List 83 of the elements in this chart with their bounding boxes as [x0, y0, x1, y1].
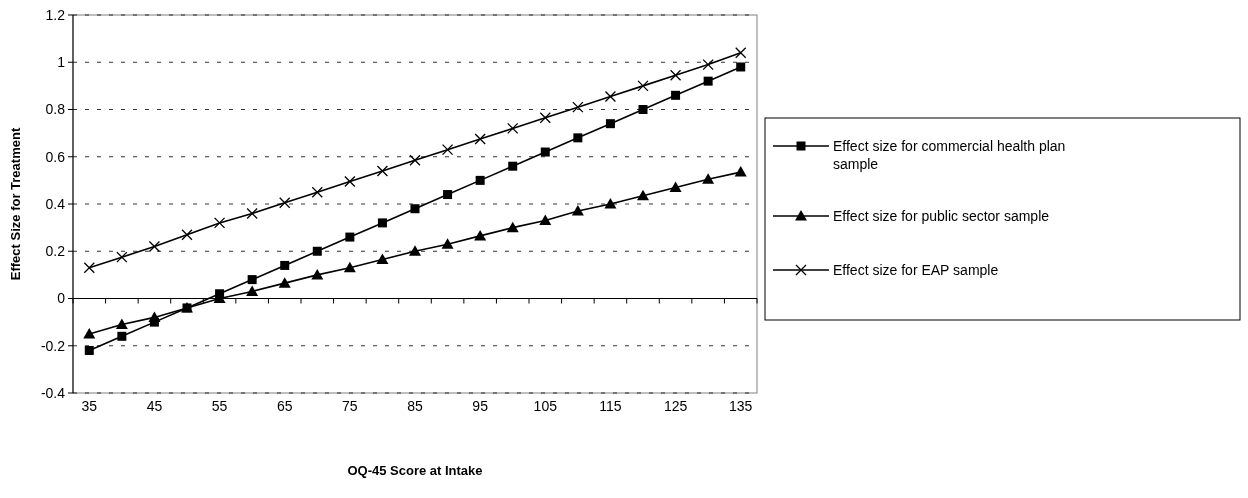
point — [604, 90, 617, 103]
point — [311, 268, 324, 280]
point — [246, 285, 259, 296]
point — [181, 229, 193, 241]
point — [376, 253, 389, 265]
x-tick-label: 105 — [533, 398, 558, 414]
point — [702, 173, 715, 184]
point — [115, 318, 128, 329]
point — [83, 262, 95, 274]
point — [475, 175, 485, 185]
point — [441, 144, 454, 156]
point — [83, 327, 96, 339]
point — [508, 161, 518, 171]
point — [506, 221, 519, 233]
point — [148, 311, 161, 322]
point — [669, 181, 682, 192]
point — [247, 275, 257, 285]
y-tick-label: -0.2 — [40, 337, 66, 354]
x-tick-label: 35 — [81, 398, 98, 414]
y-tick-label: 1 — [57, 54, 66, 71]
point — [213, 217, 226, 229]
y-tick-label: 0.2 — [45, 243, 66, 260]
point — [443, 190, 453, 200]
point — [735, 47, 747, 59]
point — [278, 277, 291, 288]
x-axis-title: OQ-45 Score at Intake — [347, 463, 483, 478]
y-tick-label: 1.2 — [45, 6, 66, 23]
point — [441, 238, 454, 249]
point — [539, 112, 551, 124]
point — [409, 245, 421, 256]
y-tick-label: 0 — [57, 290, 66, 307]
x-tick-label: 125 — [663, 398, 688, 414]
point — [540, 147, 550, 157]
point — [312, 246, 322, 256]
point — [376, 165, 389, 177]
point — [669, 69, 682, 81]
x-tick-label: 95 — [472, 398, 489, 414]
point — [410, 204, 420, 214]
point — [311, 186, 323, 198]
point — [573, 133, 583, 143]
x-tick-label: 135 — [729, 398, 753, 414]
point — [279, 197, 291, 209]
point — [246, 207, 258, 220]
x-tick-label: 75 — [342, 398, 358, 414]
x-tick-label: 85 — [407, 398, 423, 414]
point — [671, 90, 681, 100]
y-tick-label: 0.6 — [45, 148, 66, 165]
point — [539, 214, 552, 226]
point — [702, 58, 714, 71]
point — [604, 198, 617, 209]
point — [637, 80, 649, 92]
point — [703, 76, 713, 86]
x-tick-label: 55 — [211, 398, 228, 414]
x-tick-label: 115 — [599, 398, 622, 414]
point — [84, 345, 94, 355]
point — [736, 62, 746, 72]
x-tick-label: 65 — [276, 398, 293, 414]
legend-label: Effect size for EAP sample — [833, 261, 999, 278]
point — [474, 133, 486, 145]
point — [343, 261, 356, 273]
point — [345, 232, 355, 242]
x-tick-label: 45 — [146, 398, 163, 414]
point — [474, 229, 487, 241]
y-tick-label: 0.4 — [45, 195, 66, 212]
point — [605, 119, 615, 129]
point — [148, 240, 161, 253]
y-axis-title: Effect Size for Treatment — [8, 127, 23, 281]
point — [280, 260, 290, 270]
point — [344, 175, 356, 188]
point — [638, 105, 648, 114]
point — [377, 218, 387, 228]
y-tick-label: 0.8 — [45, 101, 66, 118]
point — [572, 101, 584, 113]
point — [117, 331, 127, 341]
legend-label: Effect size for public sector sample — [833, 207, 1050, 224]
point — [116, 251, 128, 263]
y-tick-label: -0.4 — [40, 384, 66, 401]
point — [637, 189, 649, 201]
point — [507, 122, 519, 135]
point — [409, 154, 421, 166]
point — [734, 166, 747, 177]
point — [571, 205, 584, 216]
legend-label: Effect size for commercial health plan sample — [833, 137, 1066, 172]
